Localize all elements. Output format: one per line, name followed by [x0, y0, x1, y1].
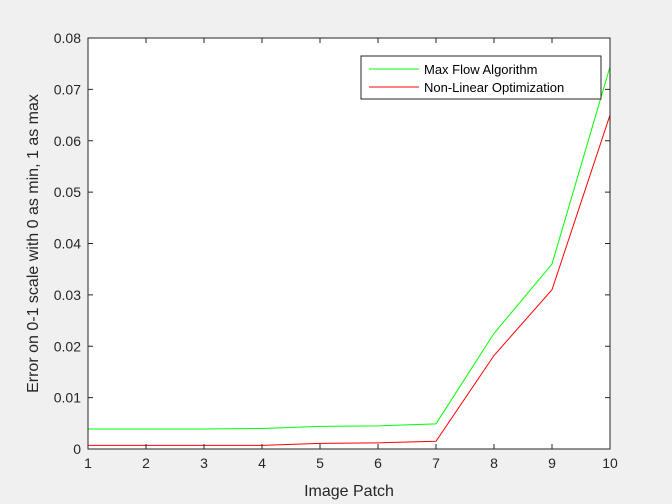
plot-area	[88, 38, 610, 449]
legend-label-2: Non-Linear Optimization	[424, 80, 564, 95]
x-tick-label: 5	[316, 455, 324, 471]
y-axis-label: Error on 0-1 scale with 0 as min, 1 as m…	[25, 94, 42, 393]
y-tick-label: 0.01	[54, 390, 81, 406]
y-tick-label: 0.03	[54, 287, 81, 303]
x-tick-label: 7	[432, 455, 440, 471]
x-tick-label: 9	[548, 455, 556, 471]
x-tick-label: 1	[84, 455, 92, 471]
y-tick-label: 0.06	[54, 133, 81, 149]
legend-box	[360, 55, 602, 100]
y-tick-label: 0.05	[54, 184, 81, 200]
series-line-2	[88, 114, 611, 446]
axis-ticks: 1 2 3 4 5 6 7 8 9 10 0 0.01 0.02 0.03 0.04 0.05 0.06 0.07…	[54, 30, 618, 471]
series-lines	[88, 66, 611, 446]
x-tick-label: 8	[490, 455, 498, 471]
x-tick-label: 10	[602, 455, 618, 471]
legend-label-1: Max Flow Algorithm	[424, 62, 537, 77]
y-tick-label: 0.08	[54, 30, 81, 46]
x-tick-label: 3	[200, 455, 208, 471]
y-tick-label: 0.04	[54, 236, 81, 252]
x-tick-label: 2	[142, 455, 150, 471]
x-tick-label: 4	[258, 455, 266, 471]
x-tick-label: 6	[374, 455, 382, 471]
legend: Max Flow Algorithm Non-Linear Optimizatio…	[360, 55, 602, 100]
y-tick-label: 0	[73, 441, 81, 457]
x-axis-label: Image Patch	[304, 483, 394, 500]
y-tick-label: 0.02	[54, 338, 81, 354]
y-tick-label: 0.07	[54, 81, 81, 97]
series-line-1	[88, 66, 611, 430]
